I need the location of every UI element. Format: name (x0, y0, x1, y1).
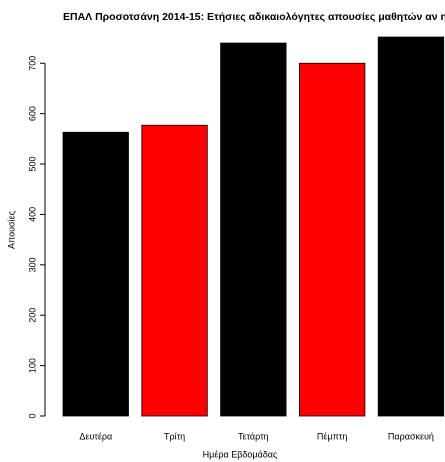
y-tick-label: 0 (27, 413, 37, 418)
y-tick-label: 300 (27, 257, 37, 272)
y-tick-label: 700 (27, 56, 37, 71)
bar (377, 36, 445, 417)
y-axis-label: Απουσίες (6, 210, 16, 249)
y-tick-label: 100 (27, 358, 37, 373)
x-tick-label: Τετάρτη (238, 431, 269, 441)
y-tick-label: 600 (27, 106, 37, 121)
x-tick-label: Πέμπτη (317, 431, 347, 441)
y-tick-label: 200 (27, 308, 37, 323)
x-tick-label: Δευτέρα (79, 431, 112, 441)
chart-title: ΕΠΑΛ Προσοτσάνη 2014-15: Ετήσιες αδικαιο… (63, 11, 445, 23)
x-tick-label: Παρασκευή (388, 431, 434, 441)
bar (62, 131, 129, 417)
bar (298, 62, 366, 417)
y-tick-label: 500 (27, 157, 37, 172)
bar (220, 42, 287, 417)
x-tick-label: Τρίτη (164, 431, 185, 441)
x-axis-label: Ημέρα Εβδομάδας (203, 449, 278, 459)
bar (141, 124, 208, 417)
y-tick-label: 400 (27, 207, 37, 222)
